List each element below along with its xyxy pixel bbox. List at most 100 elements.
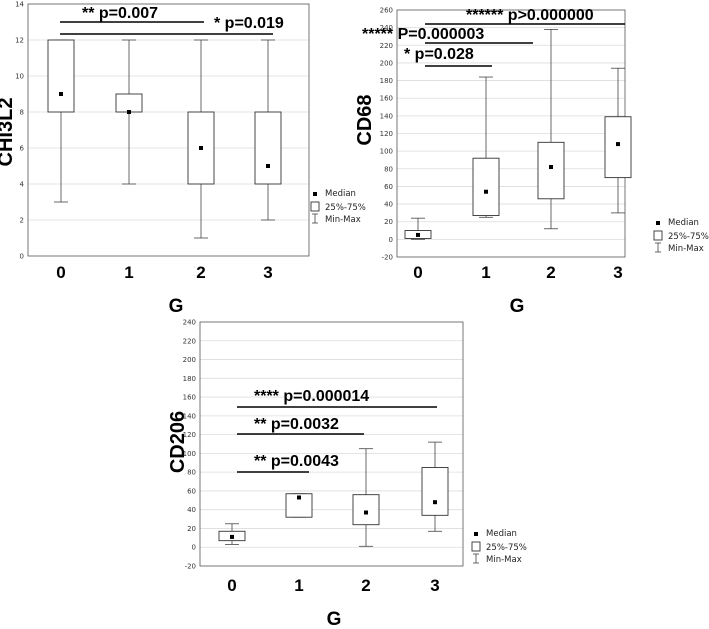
box-2 [352,448,380,547]
box-0 [218,523,246,545]
iqr-box [115,93,143,113]
median-marker [549,165,553,170]
plot-area [199,321,464,567]
legend-iqr-swatch [310,201,320,212]
y-tick-label: 2 [20,217,24,225]
legend: Median 25%-75% Min-Max [653,218,709,254]
y-tick-label: 80 [187,469,196,477]
legend-iqr-label: 25%-75% [486,543,527,553]
y-tick-label: 240 [183,319,196,327]
iqr-box [472,157,500,216]
category-label: 1 [481,263,490,282]
iqr-box [604,116,632,179]
y-tick-label: 220 [380,42,393,50]
y-tick-label: 40 [187,506,196,514]
y-tick-label: 6 [20,145,25,153]
significance-annotation: ** p=0.0043 [237,453,339,473]
box-3 [254,39,282,221]
significance-label: ** p=0.0032 [254,416,339,433]
chart-cd206: -20 0 20 40 60 80 100 120 140 160 180 200 220 240 0 1 2 3… [167,319,527,629]
y-tick-label: 100 [183,450,196,458]
legend-iqr-swatch [653,230,663,241]
legend-iqr-label: 25%-75% [325,203,366,213]
y-axis-label: CD206 [167,411,189,473]
legend-range-label: Min-Max [486,555,522,565]
legend-range-label: Min-Max [668,244,704,254]
y-tick-label: 0 [192,544,196,552]
y-tick-label: 120 [183,431,196,439]
median-marker [230,534,234,539]
y-tick-label: 60 [187,487,196,495]
y-tick-label: 0 [20,253,24,261]
significance-annotation: ****** p>0.000000 [425,7,625,25]
median-marker [199,146,203,150]
y-tick-label: -20 [185,563,196,571]
y-axis-label: CD68 [354,94,376,145]
box-0 [404,217,432,240]
legend: Median 25%-75% Min-Max [471,529,527,565]
y-tick-label: 4 [20,181,25,189]
legend: Median 25%-75% Min-Max [310,189,366,225]
box-2 [187,39,215,239]
y-tick-label: 260 [380,7,393,15]
significance-label: * p=0.028 [404,46,474,63]
y-tick-label: 12 [15,37,24,45]
legend-median-label: Median [325,189,356,199]
legend-iqr-swatch [471,541,481,552]
significance-label: * p=0.019 [214,15,284,32]
significance-label: **** p=0.000014 [254,388,369,405]
y-tick-label: 14 [15,1,24,9]
iqr-box [285,493,313,518]
median-marker [484,189,488,194]
median-marker [59,92,63,96]
y-tick-label: 10 [15,73,24,81]
median-marker [266,164,270,168]
y-tick-label: 80 [384,165,393,173]
y-tick-label: 20 [187,525,196,533]
y-tick-label: 160 [380,95,393,103]
y-tick-label: 120 [380,130,393,138]
category-label: 3 [263,263,272,282]
legend-median-marker [656,221,660,225]
significance-annotation: ** p=0.0032 [237,416,364,435]
significance-label: ** p=0.007 [82,5,158,22]
iqr-box [352,494,380,526]
significance-annotation: ** p=0.007 [60,5,204,23]
legend-median-label: Median [668,218,699,228]
iqr-box [47,39,75,113]
iqr-box [254,111,282,185]
category-label: 0 [227,576,236,595]
legend-median-marker [474,532,478,536]
y-tick-label: 180 [183,375,196,383]
median-marker [297,495,301,500]
significance-annotation: **** p=0.000014 [237,388,437,408]
y-tick-label: 20 [384,218,393,226]
y-tick-label: 200 [380,59,393,67]
median-marker [416,232,420,237]
y-tick-label: 140 [183,412,196,420]
box-1 [285,493,313,518]
y-tick-label: 40 [384,201,393,209]
median-marker [616,142,620,147]
significance-annotation: * p=0.028 [404,46,492,67]
box-0 [47,39,75,203]
y-tick-label: 200 [183,356,196,364]
significance-label: ***** P=0.000003 [362,26,484,43]
chart-cd68: -20 0 20 40 60 80 100 120 140 160 180 200 220 240 260 0… [354,7,709,318]
category-label: 3 [613,263,622,282]
y-tick-label: 220 [183,337,196,345]
box-1 [472,76,500,218]
significance-annotation: ***** P=0.000003 [362,26,533,44]
legend-iqr-label: 25%-75% [668,232,709,242]
y-tick-label: 160 [183,394,196,402]
median-marker [364,510,368,515]
median-marker [127,110,131,114]
significance-annotation: * p=0.019 [60,15,284,35]
x-axis-label: G [169,296,184,317]
significance-label: ** p=0.0043 [254,453,339,470]
x-axis-label: G [327,609,342,629]
category-label: 1 [294,576,303,595]
box-1 [115,39,143,185]
